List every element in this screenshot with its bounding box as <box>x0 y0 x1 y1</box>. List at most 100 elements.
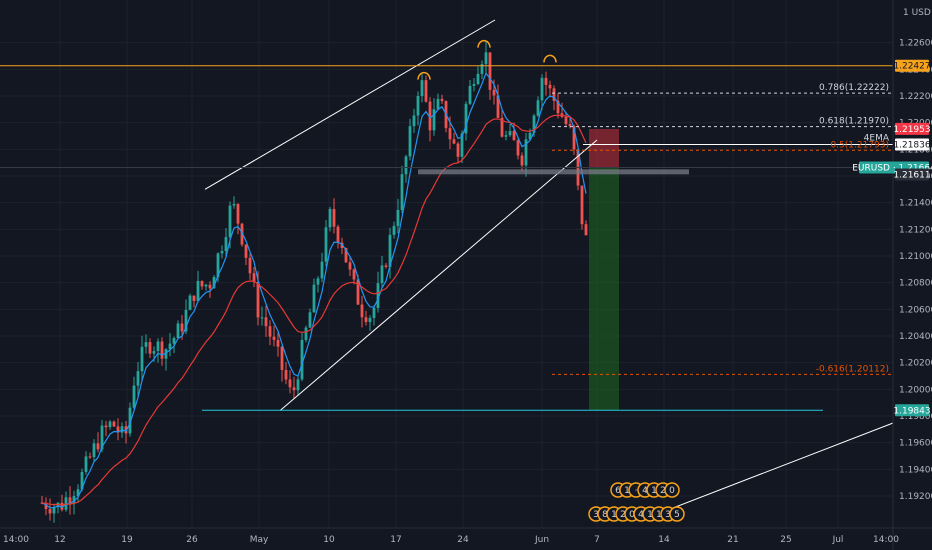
candle-body <box>48 509 52 514</box>
x-tick-label: 26 <box>186 535 198 545</box>
candle-body <box>72 496 76 503</box>
candle-body <box>372 307 376 318</box>
y-tick-label: 1.20800 <box>899 279 932 289</box>
candle-body <box>536 100 540 116</box>
x-tick-label: 7 <box>594 535 600 545</box>
candle-body <box>104 425 108 428</box>
candle-body <box>144 342 148 347</box>
news-badge-text: 1 <box>611 510 617 520</box>
price-label-resistance <box>895 59 929 72</box>
candle-body <box>380 265 384 284</box>
time-axis[interactable]: 14:00 12 19 26 May 10 17 24 Jun 7 14 21 25 Jul 14:00 <box>0 527 932 545</box>
candle-body <box>484 52 488 65</box>
price-label-ema <box>895 138 929 151</box>
candle-body <box>384 265 388 267</box>
y-tick-label: 1.21000 <box>899 252 932 262</box>
candle-body <box>320 261 324 279</box>
candle-body <box>412 115 416 127</box>
candle-body <box>248 257 252 274</box>
candle-body <box>312 284 316 313</box>
candle-body <box>44 502 48 510</box>
candle-body <box>376 283 380 308</box>
candle-body <box>132 385 136 408</box>
candle-body <box>272 336 276 340</box>
fib-label: 0.618(1.21970) <box>819 117 889 127</box>
y-tick-label: 1.20400 <box>899 332 932 342</box>
candle-body <box>96 443 100 450</box>
candle-body <box>516 140 520 156</box>
news-badge-text: 4 <box>642 486 648 496</box>
candle-body <box>368 317 372 323</box>
candle-body <box>388 234 392 267</box>
top-arc <box>417 71 431 80</box>
ema-lines <box>41 71 587 509</box>
candle-body <box>332 208 336 227</box>
fib-levels: 0.786(1.22222) 0.618(1.21970) 0.5(1.21793)… <box>552 83 893 375</box>
news-badge-text: 3 <box>593 510 599 520</box>
candle-body <box>232 204 236 206</box>
candle-body <box>60 502 64 510</box>
candle-body <box>204 284 208 287</box>
candle-body <box>344 247 348 263</box>
candle-body <box>448 128 452 140</box>
position-boxes <box>589 128 619 411</box>
candle-body <box>176 323 180 338</box>
fib-label: 0.5(1.21793) <box>830 140 889 150</box>
candle-body <box>240 223 244 245</box>
price-label-resistance-text: 1.22427 <box>893 62 930 72</box>
candle-body <box>200 280 204 287</box>
candle-body <box>416 96 420 116</box>
candle-body <box>140 346 144 372</box>
ema-label: 4EMA <box>864 134 890 144</box>
grid <box>0 0 893 528</box>
candle-body <box>476 73 480 84</box>
drawings <box>0 19 894 514</box>
x-tick-label: 12 <box>54 535 65 545</box>
price-label-ema-text: 1.21836 <box>893 141 930 151</box>
candle-body <box>284 369 288 380</box>
candle-body <box>340 242 344 248</box>
candle-body <box>480 64 484 74</box>
axis-currency-label: 1 USD <box>903 8 931 18</box>
candle-body <box>252 273 256 283</box>
candle-body <box>356 279 360 305</box>
candle-body <box>156 341 160 352</box>
news-badge-text: 1 <box>647 510 653 520</box>
candle-body <box>540 77 544 101</box>
y-tick-label: 1.21400 <box>899 199 932 209</box>
candle-body <box>452 139 456 144</box>
candle-body <box>404 156 408 175</box>
candle-body <box>548 84 552 89</box>
candle-body <box>488 52 492 90</box>
price-axis[interactable]: 1.226001.224001.222001.220001.218001.216… <box>852 0 932 550</box>
news-badge-text: 4 <box>638 510 644 520</box>
candle-body <box>188 295 192 310</box>
candle-body <box>220 251 224 254</box>
price-label-stop-text: 1.21953 <box>893 125 930 135</box>
candle-body <box>568 124 572 127</box>
candle-body <box>136 371 140 386</box>
candle-body <box>296 379 300 391</box>
price-label-last-text: EURUSD · 1.21664 <box>852 163 932 173</box>
news-badge-text: 0 <box>669 486 675 496</box>
candle-body <box>208 284 212 289</box>
candle-body <box>436 98 440 110</box>
news-badge-text: 0 <box>629 510 635 520</box>
price-label-target <box>895 404 929 417</box>
candle-body <box>496 95 500 118</box>
news-badge-text: 8 <box>602 510 608 520</box>
candle-body <box>396 209 400 226</box>
candle-body <box>152 351 156 354</box>
candle-body <box>400 174 404 210</box>
x-tick-label: 25 <box>780 535 791 545</box>
candle-body <box>352 269 356 280</box>
news-badges[interactable]: 6 1 · 4 1 2 03 8 1 2 0 4 1 1 3 5 <box>588 482 685 522</box>
candle-body <box>268 326 272 337</box>
candle-body <box>544 77 548 85</box>
x-tick-label: 19 <box>121 535 133 545</box>
candle-body <box>116 426 120 433</box>
price-label-target-text: 1.19843 <box>893 406 930 416</box>
price-label-level-text: 1.21611 <box>893 171 930 181</box>
